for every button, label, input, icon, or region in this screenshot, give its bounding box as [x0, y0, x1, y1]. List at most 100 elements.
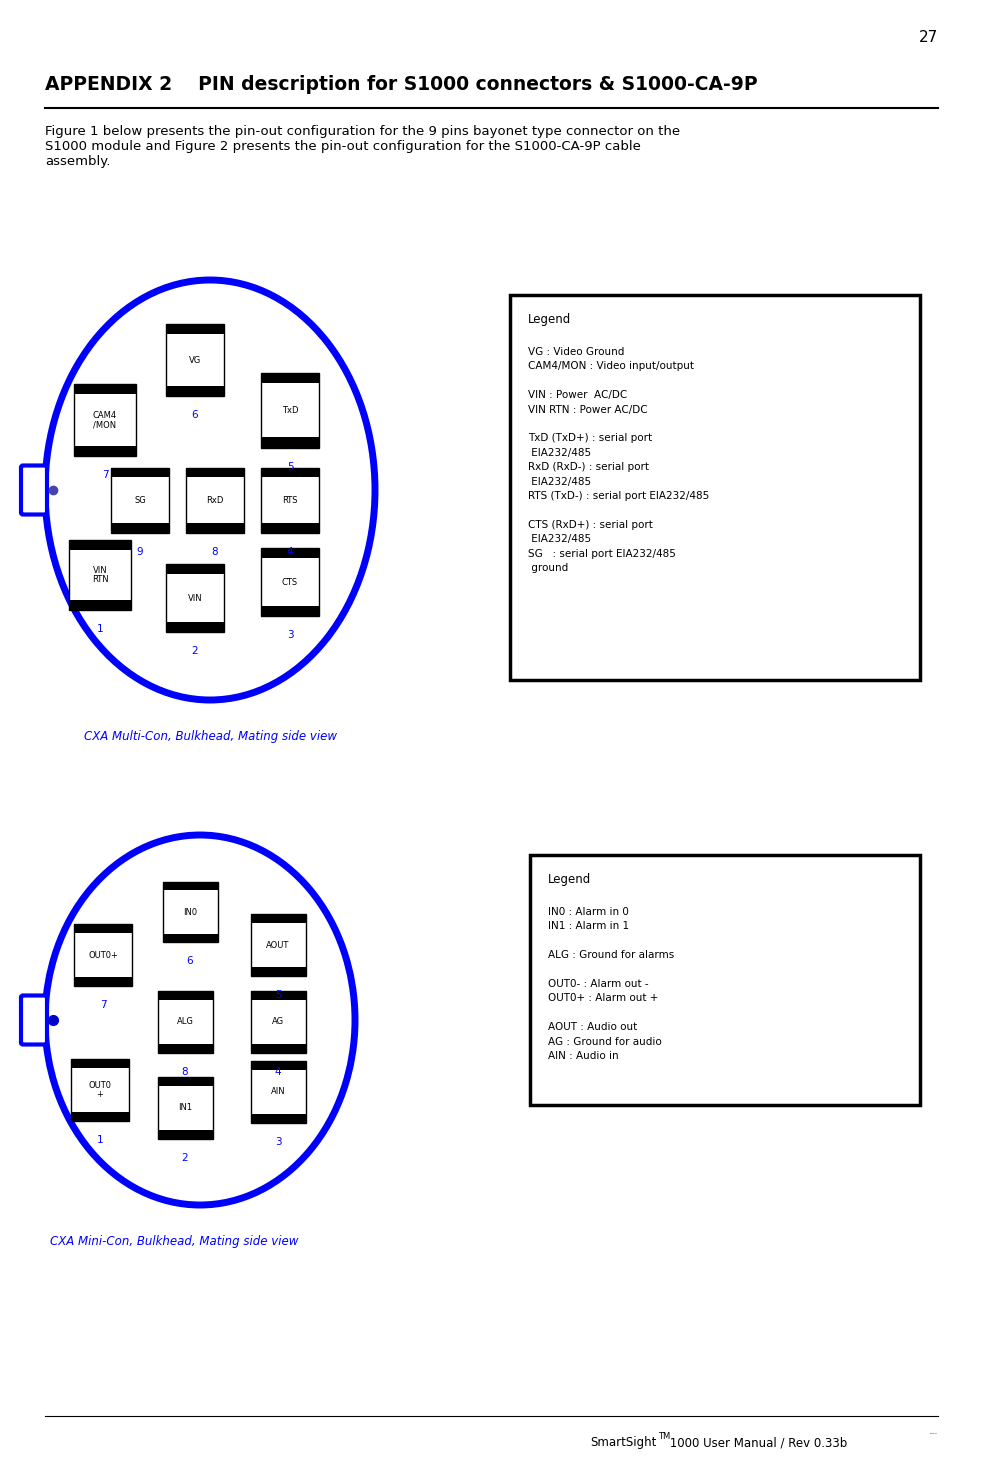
Text: 5: 5 — [274, 990, 281, 1000]
Text: SG: SG — [134, 496, 145, 505]
Text: VG: VG — [189, 356, 202, 365]
Bar — [261, 549, 319, 558]
Text: VIN: VIN — [188, 593, 202, 603]
Text: 27: 27 — [919, 29, 938, 46]
Text: 9: 9 — [137, 547, 144, 556]
Text: IN0: IN0 — [183, 908, 197, 916]
Text: CXA Multi-Con, Bulkhead, Mating side view: CXA Multi-Con, Bulkhead, Mating side vie… — [84, 730, 336, 743]
Text: TxD: TxD — [282, 406, 298, 415]
Bar — [111, 468, 169, 533]
Bar — [111, 524, 169, 533]
Text: 2: 2 — [192, 646, 199, 656]
Bar — [71, 1112, 129, 1121]
Text: RTS: RTS — [282, 496, 298, 505]
Bar — [261, 372, 319, 382]
Bar — [157, 991, 212, 1053]
Bar — [74, 924, 132, 933]
Text: AOUT: AOUT — [266, 940, 290, 949]
Text: 1: 1 — [96, 624, 103, 634]
Bar — [157, 991, 212, 1000]
Bar — [261, 437, 319, 447]
Bar — [71, 1059, 129, 1068]
Text: ALG: ALG — [177, 1018, 194, 1027]
Bar — [69, 600, 131, 610]
Text: 1000 User Manual / Rev 0.33b: 1000 User Manual / Rev 0.33b — [666, 1436, 847, 1449]
Text: 6: 6 — [192, 410, 199, 421]
Bar — [162, 883, 217, 941]
Bar — [166, 324, 224, 334]
Bar — [261, 372, 319, 447]
Text: 7: 7 — [99, 1000, 106, 1011]
Text: AG: AG — [272, 1018, 284, 1027]
Text: CXA Mini-Con, Bulkhead, Mating side view: CXA Mini-Con, Bulkhead, Mating side view — [50, 1236, 299, 1247]
Bar — [157, 1044, 212, 1053]
Bar — [251, 991, 306, 1053]
Bar — [251, 968, 306, 975]
Text: Legend: Legend — [548, 872, 591, 886]
Bar — [166, 563, 224, 574]
Bar — [157, 1077, 212, 1139]
Text: VIN
RTN: VIN RTN — [91, 566, 108, 584]
Bar — [74, 924, 132, 986]
Text: IN1: IN1 — [178, 1103, 192, 1112]
Bar — [186, 524, 244, 533]
Bar — [251, 991, 306, 1000]
Text: CTS: CTS — [282, 578, 298, 587]
Bar — [166, 563, 224, 633]
Bar — [251, 913, 306, 975]
Text: OUT0
+: OUT0 + — [88, 1081, 111, 1099]
Bar — [261, 524, 319, 533]
Bar — [162, 934, 217, 941]
Bar — [69, 540, 131, 610]
FancyBboxPatch shape — [21, 996, 47, 1044]
Text: 6: 6 — [187, 956, 194, 966]
Text: 3: 3 — [287, 630, 293, 640]
Text: 8: 8 — [182, 1066, 189, 1077]
Bar — [157, 1130, 212, 1139]
Bar — [530, 855, 920, 1105]
Ellipse shape — [45, 279, 375, 700]
Bar — [162, 883, 217, 890]
Bar — [251, 1044, 306, 1053]
Bar — [69, 540, 131, 550]
Bar — [251, 1115, 306, 1122]
Text: 2: 2 — [182, 1153, 189, 1164]
Text: 5: 5 — [287, 462, 293, 472]
Bar — [261, 468, 319, 477]
Text: IN0 : Alarm in 0
IN1 : Alarm in 1

ALG : Ground for alarms

OUT0- : Alarm out -
: IN0 : Alarm in 0 IN1 : Alarm in 1 ALG : … — [548, 908, 674, 1061]
Text: APPENDIX 2    PIN description for S1000 connectors & S1000-CA-9P: APPENDIX 2 PIN description for S1000 con… — [45, 75, 758, 94]
Bar — [251, 913, 306, 922]
Text: 7: 7 — [101, 471, 108, 480]
Bar — [251, 1061, 306, 1122]
Text: 4: 4 — [287, 547, 293, 556]
Text: AIN: AIN — [270, 1087, 285, 1096]
Text: 1: 1 — [96, 1136, 103, 1144]
Ellipse shape — [45, 836, 355, 1205]
Bar — [111, 468, 169, 477]
Bar — [261, 549, 319, 616]
Bar — [510, 296, 920, 680]
Text: 4: 4 — [274, 1066, 281, 1077]
FancyBboxPatch shape — [21, 465, 47, 515]
Bar — [186, 468, 244, 533]
Bar — [74, 384, 136, 394]
Bar — [166, 324, 224, 396]
Text: 3: 3 — [274, 1137, 281, 1147]
Bar — [166, 622, 224, 633]
Bar — [157, 1077, 212, 1086]
Text: OUT0+: OUT0+ — [88, 950, 118, 959]
Bar — [261, 468, 319, 533]
Text: Figure 1 below presents the pin-out configuration for the 9 pins bayonet type co: Figure 1 below presents the pin-out conf… — [45, 125, 680, 168]
Bar — [71, 1059, 129, 1121]
Bar — [186, 468, 244, 477]
Bar — [74, 384, 136, 456]
Text: TM: TM — [658, 1431, 670, 1442]
Bar — [74, 446, 136, 456]
Text: VG : Video Ground
CAM4/MON : Video input/output

VIN : Power  AC/DC
VIN RTN : Po: VG : Video Ground CAM4/MON : Video input… — [528, 347, 710, 574]
Text: Legend: Legend — [528, 313, 571, 327]
Bar — [261, 606, 319, 616]
Text: SmartSight: SmartSight — [590, 1436, 657, 1449]
Text: CAM4
/MON: CAM4 /MON — [93, 410, 117, 430]
Text: 8: 8 — [211, 547, 218, 556]
Bar — [74, 977, 132, 986]
